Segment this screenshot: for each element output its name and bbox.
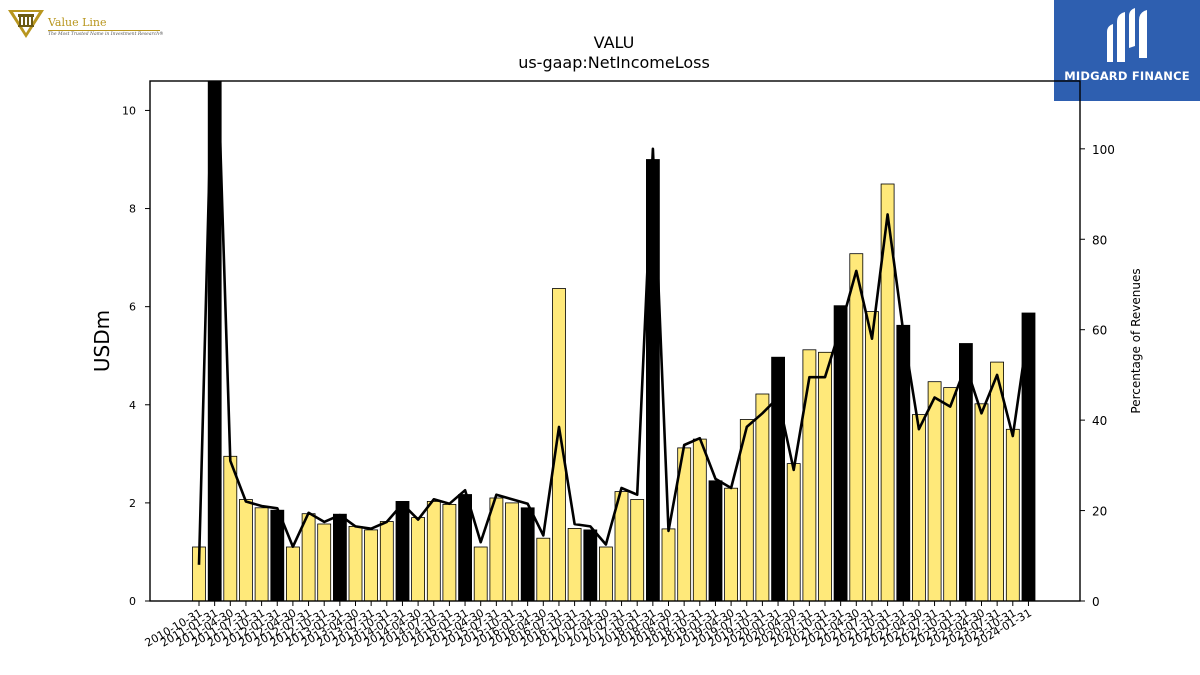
bar-2012-07-31 [301, 513, 316, 601]
bar-2011-01-31 [207, 81, 222, 601]
y-axis-right-label: Percentage of Revenues [1129, 268, 1143, 413]
chart-title: VALU [594, 33, 635, 52]
bar-2016-07-31 [552, 288, 566, 601]
bar-2017-01-31 [583, 529, 598, 601]
bar-2015-07-31 [489, 497, 504, 601]
bar-2020-04-30 [786, 463, 801, 601]
bar-2014-07-31 [426, 500, 441, 601]
bar-2020-07-31 [802, 349, 817, 601]
y-axis-label: USDm [90, 310, 114, 372]
bar-2016-04-30 [536, 537, 551, 601]
bar-2023-01-31 [959, 343, 973, 601]
bar-2023-07-31 [990, 361, 1004, 601]
bar-2023-04-30 [974, 403, 989, 601]
plot-frame [149, 80, 1081, 602]
bar-2011-04-30 [223, 455, 238, 601]
line-series [197, 81, 1030, 565]
y-tick-label: 6 [129, 301, 136, 314]
bar-2022-10-31 [943, 387, 958, 601]
bar-2019-10-31 [755, 393, 770, 601]
bar-2012-10-31 [317, 523, 332, 601]
valueline-logo: Value Line The Most Trusted Name in Inve… [6, 6, 166, 40]
bar-2018-10-31 [692, 438, 707, 601]
bar-2011-07-31 [238, 499, 253, 601]
valueline-name: Value Line [48, 16, 107, 29]
bar-2013-07-31 [364, 529, 379, 601]
y-right-tick-label: 20 [1092, 505, 1107, 519]
bar-2013-04-30 [348, 526, 363, 601]
midgard-emblem-icon [1107, 8, 1147, 62]
bar-2014-01-31 [395, 500, 410, 601]
midgard-finance-logo: MIDGARD FINANCE [1054, 0, 1200, 101]
bar-2012-04-30 [285, 546, 300, 601]
y-right-tick-label: 40 [1092, 414, 1107, 428]
y-axis-left: 0 2 4 6 8 10 [122, 104, 150, 608]
bar-2022-07-31 [927, 381, 942, 601]
bar-2019-04-30 [724, 487, 738, 601]
midgard-name: MIDGARD FINANCE [1064, 69, 1190, 83]
bar-2019-01-31 [708, 480, 723, 601]
bar-2018-04-30 [661, 528, 676, 601]
bar-2015-01-31 [458, 494, 473, 601]
y-right-tick-label: 100 [1092, 143, 1115, 157]
bar-2021-01-31 [833, 305, 848, 601]
bar-2021-07-31 [865, 311, 879, 601]
bar-2021-04-30 [849, 253, 864, 601]
y-tick-label: 0 [129, 595, 136, 608]
bar-2021-10-31 [880, 183, 895, 601]
bar-2014-10-31 [442, 503, 457, 601]
bar-2017-10-31 [630, 499, 645, 601]
bar-2023-10-31 [1005, 428, 1020, 601]
bar-2013-01-31 [332, 513, 347, 601]
y-tick-label: 8 [129, 203, 136, 216]
y-right-tick-label: 0 [1092, 595, 1100, 609]
y-axis-right: 0 20 40 60 80 100 [1080, 143, 1115, 609]
bar-2022-04-30 [912, 414, 926, 601]
bar-2019-07-31 [739, 419, 754, 601]
chart-subtitle: us-gaap:NetIncomeLoss [518, 53, 710, 72]
percentage-line [197, 81, 1030, 565]
bar-2015-04-30 [473, 546, 488, 601]
bar-series [192, 81, 1036, 601]
bar-2016-10-31 [567, 528, 582, 601]
valueline-divider [48, 30, 160, 31]
bar-2015-10-31 [505, 502, 519, 601]
x-axis: 2010-10-312011-01-312011-04-302011-07-31… [143, 601, 1034, 650]
bar-2020-01-31 [771, 356, 785, 601]
y-tick-label: 10 [122, 104, 136, 117]
bar-2020-10-31 [818, 351, 832, 601]
bar-2014-04-30 [411, 517, 426, 601]
bar-2017-04-30 [599, 546, 613, 601]
bar-2016-01-31 [520, 507, 535, 601]
bar-2011-10-31 [254, 507, 269, 601]
y-right-tick-label: 60 [1092, 324, 1107, 338]
bar-2013-10-31 [379, 521, 394, 601]
valueline-emblem-icon [8, 10, 44, 38]
bar-2012-01-31 [270, 509, 285, 601]
y-tick-label: 2 [129, 497, 136, 510]
y-right-tick-label: 80 [1092, 233, 1107, 247]
y-tick-label: 4 [129, 399, 136, 412]
bar-2024-01-31 [1021, 312, 1036, 601]
valueline-tagline: The Most Trusted Name in Investment Rese… [48, 32, 164, 37]
